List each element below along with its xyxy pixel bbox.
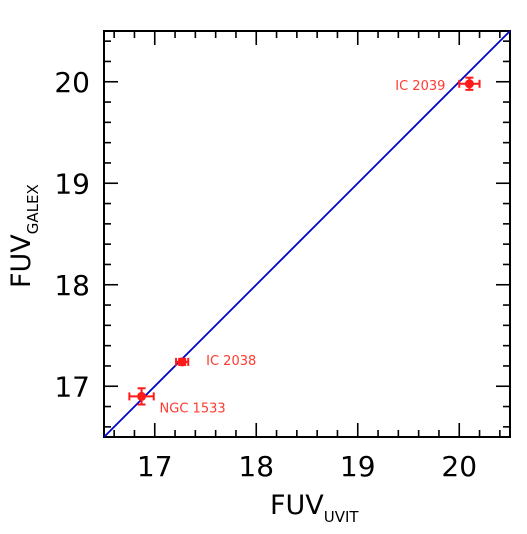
one-to-one-line bbox=[103, 30, 511, 438]
data-point bbox=[464, 79, 474, 89]
y-tick-label: 18 bbox=[54, 269, 90, 302]
plot-frame bbox=[103, 30, 511, 438]
tick-labels: 17 18 19 20 17 18 19 20 bbox=[54, 66, 477, 483]
x-axis-label-sub: UVIT bbox=[324, 508, 360, 526]
y-tick-label: 20 bbox=[54, 66, 90, 99]
x-axis-label-main: FUV bbox=[270, 490, 324, 521]
y-axis-label-main: FUV bbox=[6, 234, 37, 288]
y-tick-label: 19 bbox=[54, 167, 90, 200]
x-tick-label: 20 bbox=[441, 450, 477, 483]
y-axis-label-sub: GALEX bbox=[24, 184, 42, 234]
data-point bbox=[137, 391, 147, 401]
data-point bbox=[177, 357, 187, 367]
x-axis-label: FUVUVIT bbox=[270, 490, 359, 526]
ticks bbox=[104, 31, 510, 437]
point-label: NGC 1533 bbox=[160, 401, 226, 416]
point-label: IC 2039 bbox=[395, 79, 445, 94]
point-label: IC 2038 bbox=[206, 354, 256, 369]
x-tick-label: 17 bbox=[137, 450, 173, 483]
data-points bbox=[128, 76, 481, 406]
point-labels: NGC 1533 IC 2038 IC 2039 bbox=[160, 79, 446, 417]
y-tick-label: 17 bbox=[54, 370, 90, 403]
y-axis-label: FUVGALEX bbox=[6, 184, 42, 288]
x-tick-label: 18 bbox=[238, 450, 274, 483]
x-tick-label: 19 bbox=[340, 450, 376, 483]
